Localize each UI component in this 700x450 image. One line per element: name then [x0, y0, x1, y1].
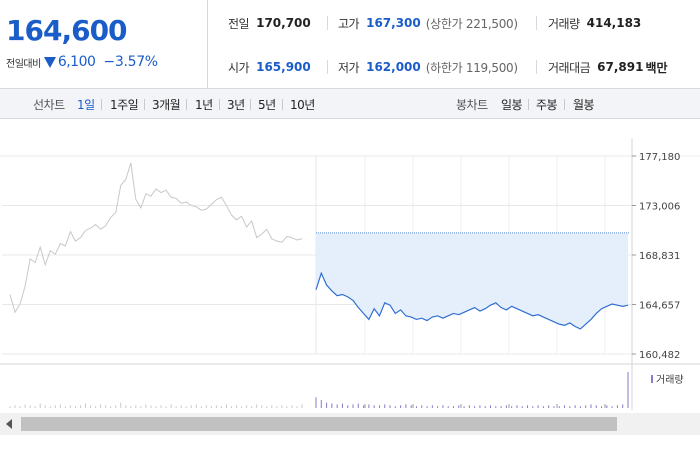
period-3m-button[interactable]: 3개월: [152, 97, 181, 112]
stat-value: 170,700: [256, 16, 311, 30]
monthly-candle-button[interactable]: 월봉: [573, 97, 595, 112]
divider: [144, 99, 145, 110]
stat-value: 162,000: [366, 60, 421, 74]
line-chart-label: 선차트: [33, 97, 65, 112]
stat-value: 165,900: [256, 60, 311, 74]
y-axis: 177,180 173,006 168,831 164,657 160,482: [632, 152, 680, 361]
chart-period-toolbar: 선차트 1일 1주일 3개월 1년 3년 5년 10년 봉차트 일봉 주봉 월봉: [0, 89, 700, 119]
period-1d-button[interactable]: 1일: [77, 97, 95, 112]
period-3y-button[interactable]: 3년: [227, 97, 245, 112]
y-tick-label: 177,180: [639, 152, 680, 163]
stat-trade-value: 거래대금 67,891 백만: [548, 57, 668, 77]
series-line-prev-day: [9, 162, 303, 314]
chart-scrollbar[interactable]: [0, 413, 700, 435]
current-price: 164,600: [6, 14, 128, 47]
change-rate: −3.57%: [103, 54, 158, 70]
period-10y-button[interactable]: 10년: [290, 97, 315, 112]
y-tick-label: 160,482: [639, 350, 680, 361]
stat-prev-close: 전일 170,700: [228, 13, 311, 33]
stat-low: 저가 162,000 (하한가 119,500): [338, 57, 518, 77]
divider: [536, 16, 537, 30]
stat-value: 414,183: [586, 16, 642, 30]
divider: [536, 60, 537, 74]
down-arrow-icon: [43, 56, 56, 68]
daily-candle-button[interactable]: 일봉: [501, 97, 523, 112]
volume-panel: 거래량: [9, 372, 684, 408]
weekly-candle-button[interactable]: 주봉: [536, 97, 558, 112]
period-1y-button[interactable]: 1년: [195, 97, 213, 112]
change-amount: 6,100: [57, 54, 96, 70]
divider: [528, 99, 529, 110]
quote-summary: 164,600 전일대비 6,100 −3.57% 전일 170,700 고가 …: [0, 0, 700, 89]
stat-value: 67,891: [597, 60, 644, 74]
divider: [282, 99, 283, 110]
prev-day-series: [9, 162, 303, 314]
divider: [219, 99, 220, 110]
divider: [250, 99, 251, 110]
today-series: [315, 232, 630, 330]
upper-limit-note: (상한가 221,500): [425, 16, 518, 31]
candle-chart-label: 봉차트: [456, 97, 488, 112]
stat-label: 저가: [338, 60, 360, 75]
scroll-thumb[interactable]: [21, 417, 617, 431]
price-box: 164,600 전일대비 6,100 −3.57%: [0, 0, 208, 89]
series-line-today: [315, 271, 629, 330]
stat-volume: 거래량 414,183: [548, 13, 641, 33]
stat-high: 고가 167,300 (상한가 221,500): [338, 13, 518, 33]
stat-label: 시가: [228, 60, 250, 75]
change-label: 전일대비: [6, 58, 41, 70]
series-area-today: [316, 232, 628, 329]
scroll-left-icon[interactable]: [6, 419, 12, 429]
divider: [327, 60, 328, 74]
volume-legend-label: 거래량: [656, 374, 684, 386]
period-1w-button[interactable]: 1주일: [110, 97, 139, 112]
stat-label: 거래대금: [548, 60, 591, 75]
stat-label: 전일: [228, 16, 250, 31]
lower-limit-note: (하한가 119,500): [425, 60, 518, 75]
y-tick-label: 168,831: [639, 251, 680, 262]
period-5y-button[interactable]: 5년: [258, 97, 276, 112]
stat-unit: 백만: [645, 60, 668, 75]
price-chart: 177,180 173,006 168,831 164,657 160,482 거래량: [0, 120, 700, 412]
stat-label: 거래량: [548, 16, 580, 31]
change-row: 전일대비 6,100 −3.57%: [6, 53, 158, 71]
y-tick-label: 164,657: [639, 301, 680, 312]
stat-label: 고가: [338, 16, 360, 31]
stat-value: 167,300: [366, 16, 421, 30]
stat-open: 시가 165,900: [228, 57, 311, 77]
divider: [186, 99, 187, 110]
volume-legend-swatch: [651, 375, 653, 383]
divider: [564, 99, 565, 110]
divider: [101, 99, 102, 110]
divider: [327, 16, 328, 30]
y-tick-label: 173,006: [639, 202, 680, 213]
